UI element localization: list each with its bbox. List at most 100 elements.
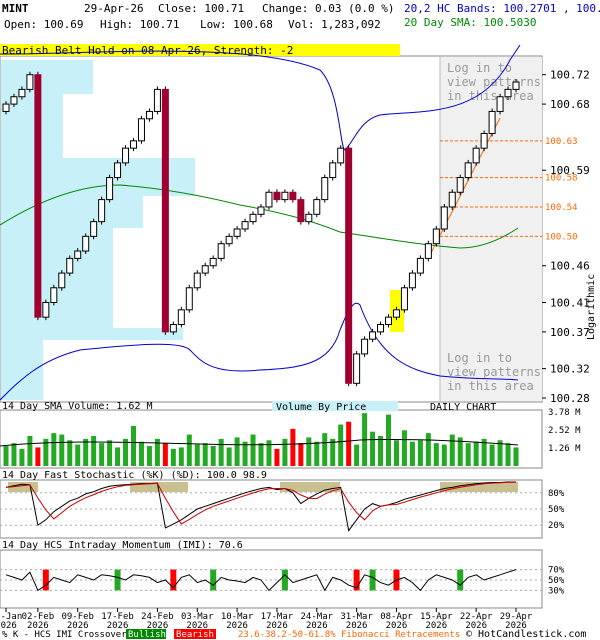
- bullish-crossover-marker: [281, 569, 288, 591]
- bands-label: 20,2 HC Bands: 100.2701 , 100.736: [404, 2, 600, 15]
- candle-body: [313, 199, 321, 215]
- volume-bar: [186, 434, 192, 466]
- candle-body: [74, 250, 82, 259]
- candle-body: [26, 74, 34, 90]
- bullish-crossover-marker: [369, 569, 376, 591]
- price-tick-label: 100.28: [550, 392, 590, 405]
- volume-bar: [330, 438, 336, 466]
- login-overlay-bottom[interactable]: Log in to view patterns in this area: [447, 351, 541, 393]
- login-text-line1: Log in to: [447, 351, 512, 365]
- candle-body: [329, 162, 337, 179]
- candle-body: [257, 206, 265, 215]
- vbp-bar: [1, 340, 43, 400]
- volume-bar: [3, 446, 9, 466]
- stochastic-title: 14 Day Fast Stochastic (%K) (%D): 100.0 …: [2, 470, 267, 481]
- stochastic-axis: 80% 50% 20%: [548, 489, 565, 531]
- date-axis: 27-Jan202602-Feb202609-Feb202617-Feb2026…: [0, 608, 533, 631]
- candle-body: [130, 140, 137, 149]
- price-tick-label: 100.32: [550, 363, 590, 376]
- imi-line: [5, 569, 517, 592]
- candle-body: [106, 177, 114, 201]
- volume-bar: [35, 447, 41, 466]
- volume-label: Vol: 1,283,092: [288, 18, 381, 31]
- high-label: High: 100.71: [100, 18, 179, 31]
- candle-body: [177, 309, 185, 326]
- candle-body: [289, 191, 297, 201]
- date-tick-label: 02-Feb: [22, 612, 55, 622]
- overbought-zone: [440, 482, 518, 492]
- volume-bar: [449, 434, 455, 466]
- volume-bar: [99, 443, 105, 466]
- stochastic-tick-label: 50%: [548, 505, 565, 515]
- locked-pattern-area: [440, 57, 542, 401]
- price-tick-label: 100.37: [550, 326, 590, 339]
- volume-tick-label: 3.78 M: [548, 408, 581, 418]
- candle-body: [217, 243, 225, 259]
- date-tick-label: 31-Mar: [340, 612, 373, 622]
- candle-body: [353, 353, 361, 384]
- date-tick-year: 2026: [505, 621, 527, 631]
- volume-bar: [346, 421, 352, 466]
- volume-axis: 3.78 M 2.52 M 1.26 M: [548, 408, 581, 454]
- bullish-crossover-marker: [457, 569, 464, 591]
- volume-bar: [505, 443, 511, 466]
- candle-body: [2, 103, 10, 112]
- date-tick-label: 10-Mar: [221, 612, 254, 622]
- fibonacci-level-label: 100.58: [545, 174, 578, 184]
- candle-body: [408, 272, 416, 289]
- bullish-legend-swatch: [126, 629, 166, 639]
- date-tick-year: 2026: [306, 621, 328, 631]
- imi-tick-label: 50%: [548, 576, 565, 586]
- volume-bar: [131, 426, 136, 466]
- open-label: Open: 100.69: [4, 18, 83, 31]
- candle-body: [480, 132, 488, 149]
- candle-body: [153, 88, 161, 112]
- volume-bar: [250, 434, 256, 466]
- volume-bar: [425, 433, 431, 466]
- date-label: 29-Apr-26: [84, 2, 144, 15]
- candle-body: [504, 88, 512, 98]
- volume-bar: [115, 447, 121, 466]
- candle-body: [496, 96, 504, 112]
- candle-body: [297, 199, 305, 223]
- date-tick-label: 15-Apr: [420, 612, 453, 622]
- stochastic-d-line: [5, 481, 517, 525]
- low-label: Low: 100.68: [200, 18, 273, 31]
- login-text-line3: in this area: [447, 89, 534, 103]
- date-tick-label: 08-Apr: [380, 612, 413, 622]
- candle-body: [416, 257, 424, 274]
- bullish-legend-text: Bullish: [128, 630, 166, 640]
- volume-bar: [401, 430, 407, 466]
- volume-bar: [27, 436, 33, 466]
- imi-tick-label: 30%: [548, 586, 565, 596]
- volume-bar: [91, 436, 97, 466]
- volume-bar: [465, 443, 471, 466]
- overbought-zone: [8, 482, 38, 492]
- volume-bar: [43, 438, 49, 466]
- candle-body: [50, 287, 58, 303]
- volume-bar: [11, 443, 17, 466]
- date-tick-label: 27-Jan: [0, 612, 22, 622]
- volume-bar: [258, 443, 264, 466]
- imi-tick-label: 70%: [548, 566, 565, 576]
- volume-bar: [513, 447, 519, 466]
- date-tick-year: 2026: [346, 621, 368, 631]
- volume-bar: [123, 438, 129, 466]
- volume-bar: [146, 446, 152, 466]
- candle-body: [448, 191, 456, 208]
- volume-bar: [162, 443, 168, 466]
- volume-bar: [290, 428, 296, 466]
- candle-body: [361, 338, 369, 355]
- candle-body: [424, 243, 432, 259]
- candle-body: [169, 324, 177, 333]
- date-tick-year: 2026: [67, 621, 89, 631]
- volume-bar: [393, 440, 399, 466]
- upper-band-line: [0, 44, 521, 151]
- volume-bar: [433, 443, 439, 466]
- candle-body: [42, 301, 50, 318]
- candle-body: [432, 228, 440, 245]
- volume-bar: [75, 444, 81, 466]
- candle-body: [98, 199, 106, 223]
- stochastic-tick-label: 80%: [548, 489, 565, 499]
